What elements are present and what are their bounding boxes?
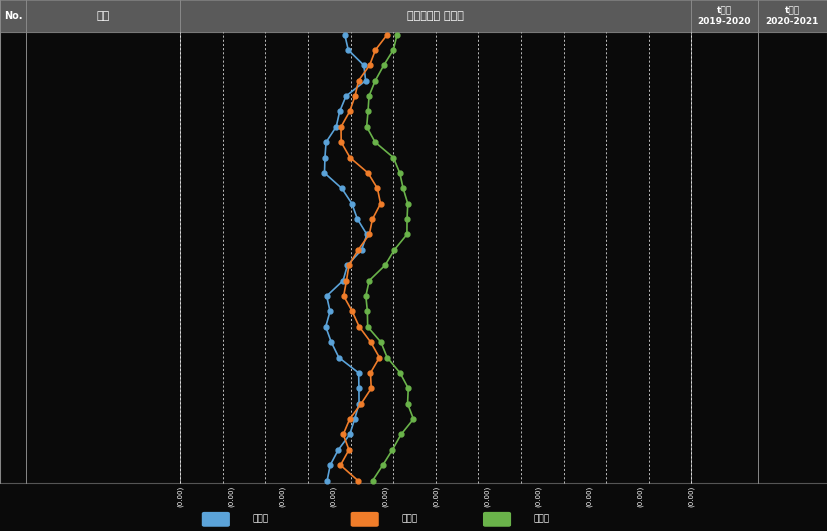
- Text: No.: No.: [4, 11, 22, 21]
- Text: (0.00): (0.00): [177, 486, 184, 507]
- Bar: [26, 0, 180, 32]
- Text: (0.00): (0.00): [535, 486, 542, 507]
- Text: (0.00): (0.00): [330, 486, 337, 507]
- Text: 小企業: 小企業: [252, 515, 268, 524]
- FancyBboxPatch shape: [202, 512, 230, 527]
- Bar: [758, 0, 827, 32]
- Text: (0.00): (0.00): [433, 486, 439, 507]
- Text: (0.00): (0.00): [484, 486, 490, 507]
- Text: 企業規模別 現在値: 企業規模別 現在値: [408, 11, 464, 21]
- FancyBboxPatch shape: [351, 512, 379, 527]
- Bar: [180, 0, 691, 32]
- FancyBboxPatch shape: [483, 512, 511, 527]
- Text: (0.00): (0.00): [586, 486, 592, 507]
- Text: (0.00): (0.00): [637, 486, 643, 507]
- Text: (0.00): (0.00): [228, 486, 235, 507]
- Text: t検定
2020-2021: t検定 2020-2021: [766, 6, 819, 25]
- Bar: [0, 32, 827, 483]
- Text: 中企業: 中企業: [401, 515, 417, 524]
- Text: 指標: 指標: [97, 11, 110, 21]
- Text: (0.00): (0.00): [688, 486, 695, 507]
- Bar: [0, 0, 827, 32]
- Text: (0.00): (0.00): [280, 486, 286, 507]
- Bar: [0, 0, 26, 32]
- Text: t検定
2019-2020: t検定 2019-2020: [698, 6, 751, 25]
- Bar: [691, 0, 758, 32]
- Text: 大企業: 大企業: [533, 515, 549, 524]
- Text: (0.00): (0.00): [381, 486, 388, 507]
